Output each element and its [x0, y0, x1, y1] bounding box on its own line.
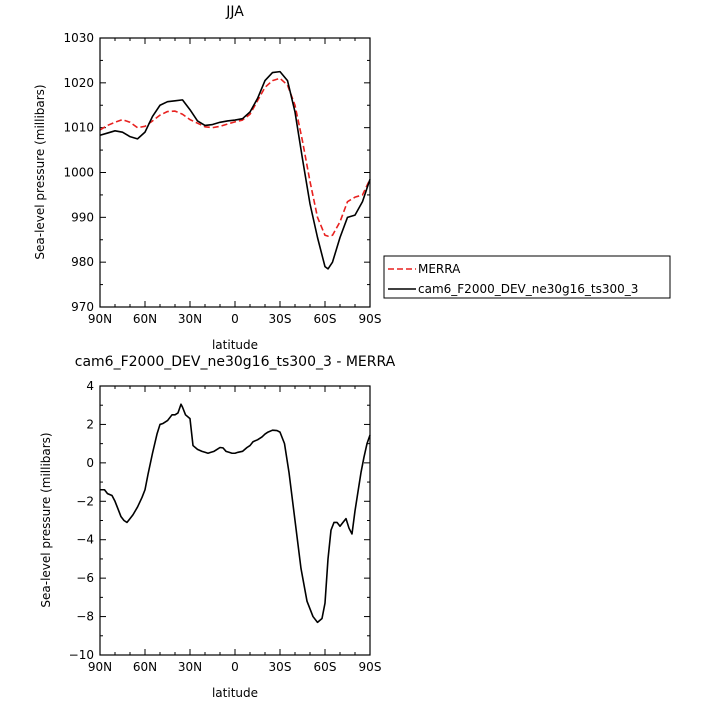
x-tick-label: 0 — [231, 660, 239, 674]
y-tick-label: −6 — [76, 571, 94, 585]
series-line-1 — [99, 70, 371, 270]
x-tick-label: 90S — [359, 312, 382, 326]
chart-top-ticks: 90N 60N 30N 0 30S 60S 90S 970 980 990 1000 1010 1020… — [63, 31, 381, 326]
legend-label-merra: MERRA — [418, 262, 461, 276]
chart-bottom-plot-frame — [99, 385, 371, 656]
chart-bottom-ylabel: Sea-level pressure (millibars) — [39, 432, 53, 607]
y-tick-label: 1020 — [63, 76, 94, 90]
y-tick-label: 4 — [86, 379, 94, 393]
chart-top-title: JJA — [225, 4, 244, 20]
y-tick-label: 1010 — [63, 121, 94, 135]
y-tick-label: 2 — [86, 417, 94, 431]
chart-top-xlabel: latitude — [212, 338, 258, 352]
y-tick-label: −10 — [69, 648, 94, 662]
x-tick-label: 60S — [314, 660, 337, 674]
chart-top-series — [99, 70, 371, 270]
chart-top-plot-frame — [99, 37, 371, 308]
y-tick-label: 1030 — [63, 31, 94, 45]
y-tick-label: 970 — [71, 300, 94, 314]
chart-bottom-ticks: 90N 60N 30N 0 30S 60S 90S −10 −8 −6 −4 −2 0 2 4 — [69, 379, 382, 674]
x-tick-label: 0 — [231, 312, 239, 326]
y-tick-label: 1000 — [63, 166, 94, 180]
x-tick-label: 90S — [359, 660, 382, 674]
x-tick-label: 30N — [178, 312, 202, 326]
chart-bottom: cam6_F2000_DEV_ne30g16_ts300_3 - MERRA 9… — [39, 354, 396, 700]
x-tick-label: 60S — [314, 312, 337, 326]
x-tick-label: 60N — [133, 660, 157, 674]
legend: MERRA cam6_F2000_DEV_ne30g16_ts300_3 — [383, 255, 671, 299]
y-tick-label: 980 — [71, 255, 94, 269]
y-tick-label: −8 — [76, 610, 94, 624]
y-tick-label: 990 — [71, 210, 94, 224]
legend-box — [383, 255, 671, 299]
y-tick-label: −2 — [76, 494, 94, 508]
chart-top-ylabel: Sea-level pressure (millibars) — [33, 84, 47, 259]
chart-bottom-title: cam6_F2000_DEV_ne30g16_ts300_3 - MERRA — [75, 354, 396, 370]
series-line-0 — [99, 77, 371, 237]
y-tick-label: 0 — [86, 456, 94, 470]
x-tick-label: 30N — [178, 660, 202, 674]
x-tick-label: 90N — [88, 660, 112, 674]
x-tick-label: 30S — [269, 312, 292, 326]
x-tick-label: 90N — [88, 312, 112, 326]
chart-bottom-xlabel: latitude — [212, 686, 258, 700]
legend-label-cam6: cam6_F2000_DEV_ne30g16_ts300_3 — [418, 282, 638, 296]
series-line-0 — [100, 403, 371, 624]
y-tick-label: −4 — [76, 533, 94, 547]
chart-bottom-series — [100, 403, 371, 624]
x-tick-label: 30S — [269, 660, 292, 674]
chart-top: JJA 90N 60N 30N 0 30S 60S 90S 970 980 990 1000 1010… — [33, 4, 381, 352]
x-tick-label: 60N — [133, 312, 157, 326]
